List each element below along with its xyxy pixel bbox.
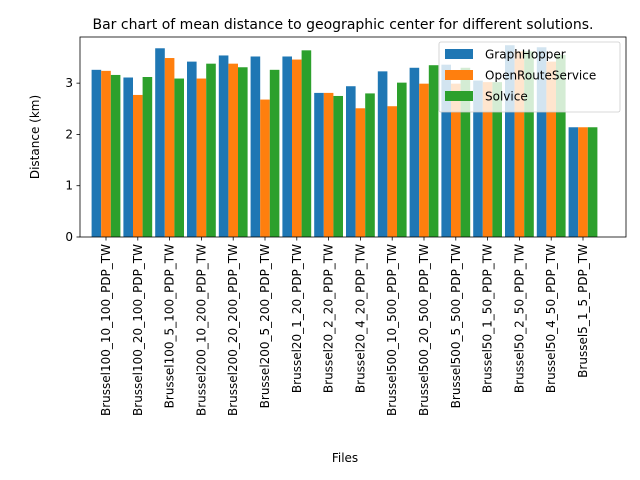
bar-graphhopper-13 — [505, 45, 515, 238]
bar-graphhopper-7 — [314, 92, 324, 238]
bar-openrouteservice-9 — [387, 106, 397, 237]
bar-solvice-13 — [524, 51, 534, 237]
x-tick-label: Brussel500_20_500_PDP_TW — [417, 244, 431, 416]
bar-solvice-5 — [269, 69, 280, 237]
bar-graphhopper-10 — [409, 67, 420, 238]
x-tick-label: Brussel200_20_200_PDP_TW — [226, 244, 240, 416]
legend: GraphHopper OpenRouteService Solvice — [438, 41, 621, 113]
bar-openrouteservice-0 — [101, 70, 111, 237]
plot-border — [79, 36, 627, 238]
x-tick-label: Brussel20_1_20_PDP_TW — [290, 244, 304, 393]
bar-solvice-11 — [460, 67, 471, 238]
bar-solvice-1 — [142, 77, 153, 237]
bar-solvice-10 — [428, 65, 439, 238]
bar-graphhopper-6 — [282, 56, 292, 237]
bar-openrouteservice-12 — [482, 82, 493, 237]
y-tick-label: 3 — [65, 76, 73, 90]
bar-solvice-6 — [301, 50, 312, 237]
bar-graphhopper-15 — [568, 127, 579, 237]
bar-graphhopper-5 — [250, 56, 261, 237]
y-tick-label: 1 — [65, 179, 73, 193]
x-axis-label: Files — [332, 451, 358, 465]
y-axis: 0 1 2 3 — [65, 76, 80, 244]
y-axis-label: Distance (km) — [28, 95, 42, 179]
x-tick-label: Brussel20_4_20_PDP_TW — [353, 244, 367, 393]
x-tick-label: Brussel50_4_50_PDP_TW — [544, 244, 558, 393]
bar-graphhopper-12 — [473, 80, 483, 237]
x-tick-label: Brussel50_1_50_PDP_TW — [481, 244, 495, 393]
bar-graphhopper-0 — [91, 69, 102, 237]
x-tick-label: Brussel5_1_5_PDP_TW — [576, 244, 590, 378]
bar-openrouteservice-6 — [292, 59, 302, 238]
x-tick-label: Brussel100_20_100_PDP_TW — [131, 244, 145, 416]
bar-solvice-14 — [556, 54, 566, 238]
legend-box — [438, 41, 621, 113]
legend-swatch-graphhopper — [445, 49, 473, 59]
x-tick-label: Brussel20_2_20_PDP_TW — [322, 244, 336, 393]
bar-openrouteservice-4 — [228, 63, 238, 237]
chart-title: Bar chart of mean distance to geographic… — [93, 17, 594, 33]
legend-label-solvice: Solvice — [485, 90, 528, 104]
bar-solvice-12 — [492, 82, 502, 237]
bar-graphhopper-4 — [218, 55, 229, 238]
bar-graphhopper-1 — [123, 77, 133, 237]
bar-solvice-3 — [206, 63, 216, 237]
legend-swatch-solvice — [445, 91, 473, 101]
bar-solvice-4 — [238, 67, 248, 237]
bar-openrouteservice-2 — [164, 58, 175, 237]
bar-openrouteservice-8 — [355, 108, 366, 237]
legend-swatch-openrouteservice — [445, 70, 473, 80]
bar-solvice-15 — [587, 127, 598, 237]
bar-openrouteservice-3 — [196, 78, 207, 237]
bars-layer — [91, 45, 598, 238]
y-tick-label: 0 — [65, 230, 73, 244]
bar-graphhopper-3 — [187, 61, 197, 238]
bar-solvice-2 — [174, 78, 184, 237]
x-tick-label: Brussel100_10_100_PDP_TW — [99, 244, 113, 416]
bar-graphhopper-8 — [346, 86, 356, 237]
bar-graphhopper-2 — [155, 48, 165, 237]
bar-openrouteservice-15 — [578, 127, 588, 237]
bar-solvice-0 — [110, 74, 121, 237]
x-tick-label: Brussel200_10_200_PDP_TW — [194, 244, 208, 416]
x-axis: Brussel100_10_100_PDP_TW Brussel100_20_10… — [99, 237, 590, 416]
bar-openrouteservice-13 — [514, 51, 525, 237]
bar-solvice-7 — [333, 95, 343, 237]
x-tick-label: Brussel200_5_200_PDP_TW — [258, 244, 272, 408]
x-tick-label: Brussel500_5_500_PDP_TW — [449, 244, 463, 408]
bar-solvice-8 — [365, 93, 375, 237]
bar-graphhopper-9 — [377, 71, 388, 237]
bar-openrouteservice-14 — [546, 61, 556, 238]
bar-openrouteservice-11 — [451, 83, 461, 237]
bar-openrouteservice-7 — [323, 92, 334, 238]
legend-label-graphhopper: GraphHopper — [485, 48, 566, 62]
bar-solvice-9 — [397, 82, 407, 237]
x-tick-label: Brussel50_2_50_PDP_TW — [512, 244, 526, 393]
legend-label-openrouteservice: OpenRouteService — [485, 69, 596, 83]
bar-openrouteservice-5 — [260, 99, 270, 237]
bar-graphhopper-14 — [536, 47, 547, 238]
bar-openrouteservice-1 — [133, 94, 143, 237]
x-tick-label: Brussel100_5_100_PDP_TW — [163, 244, 177, 408]
bar-openrouteservice-10 — [419, 83, 429, 237]
y-tick-label: 2 — [65, 127, 73, 141]
bar-graphhopper-11 — [441, 64, 451, 237]
x-tick-label: Brussel500_10_500_PDP_TW — [385, 244, 399, 416]
